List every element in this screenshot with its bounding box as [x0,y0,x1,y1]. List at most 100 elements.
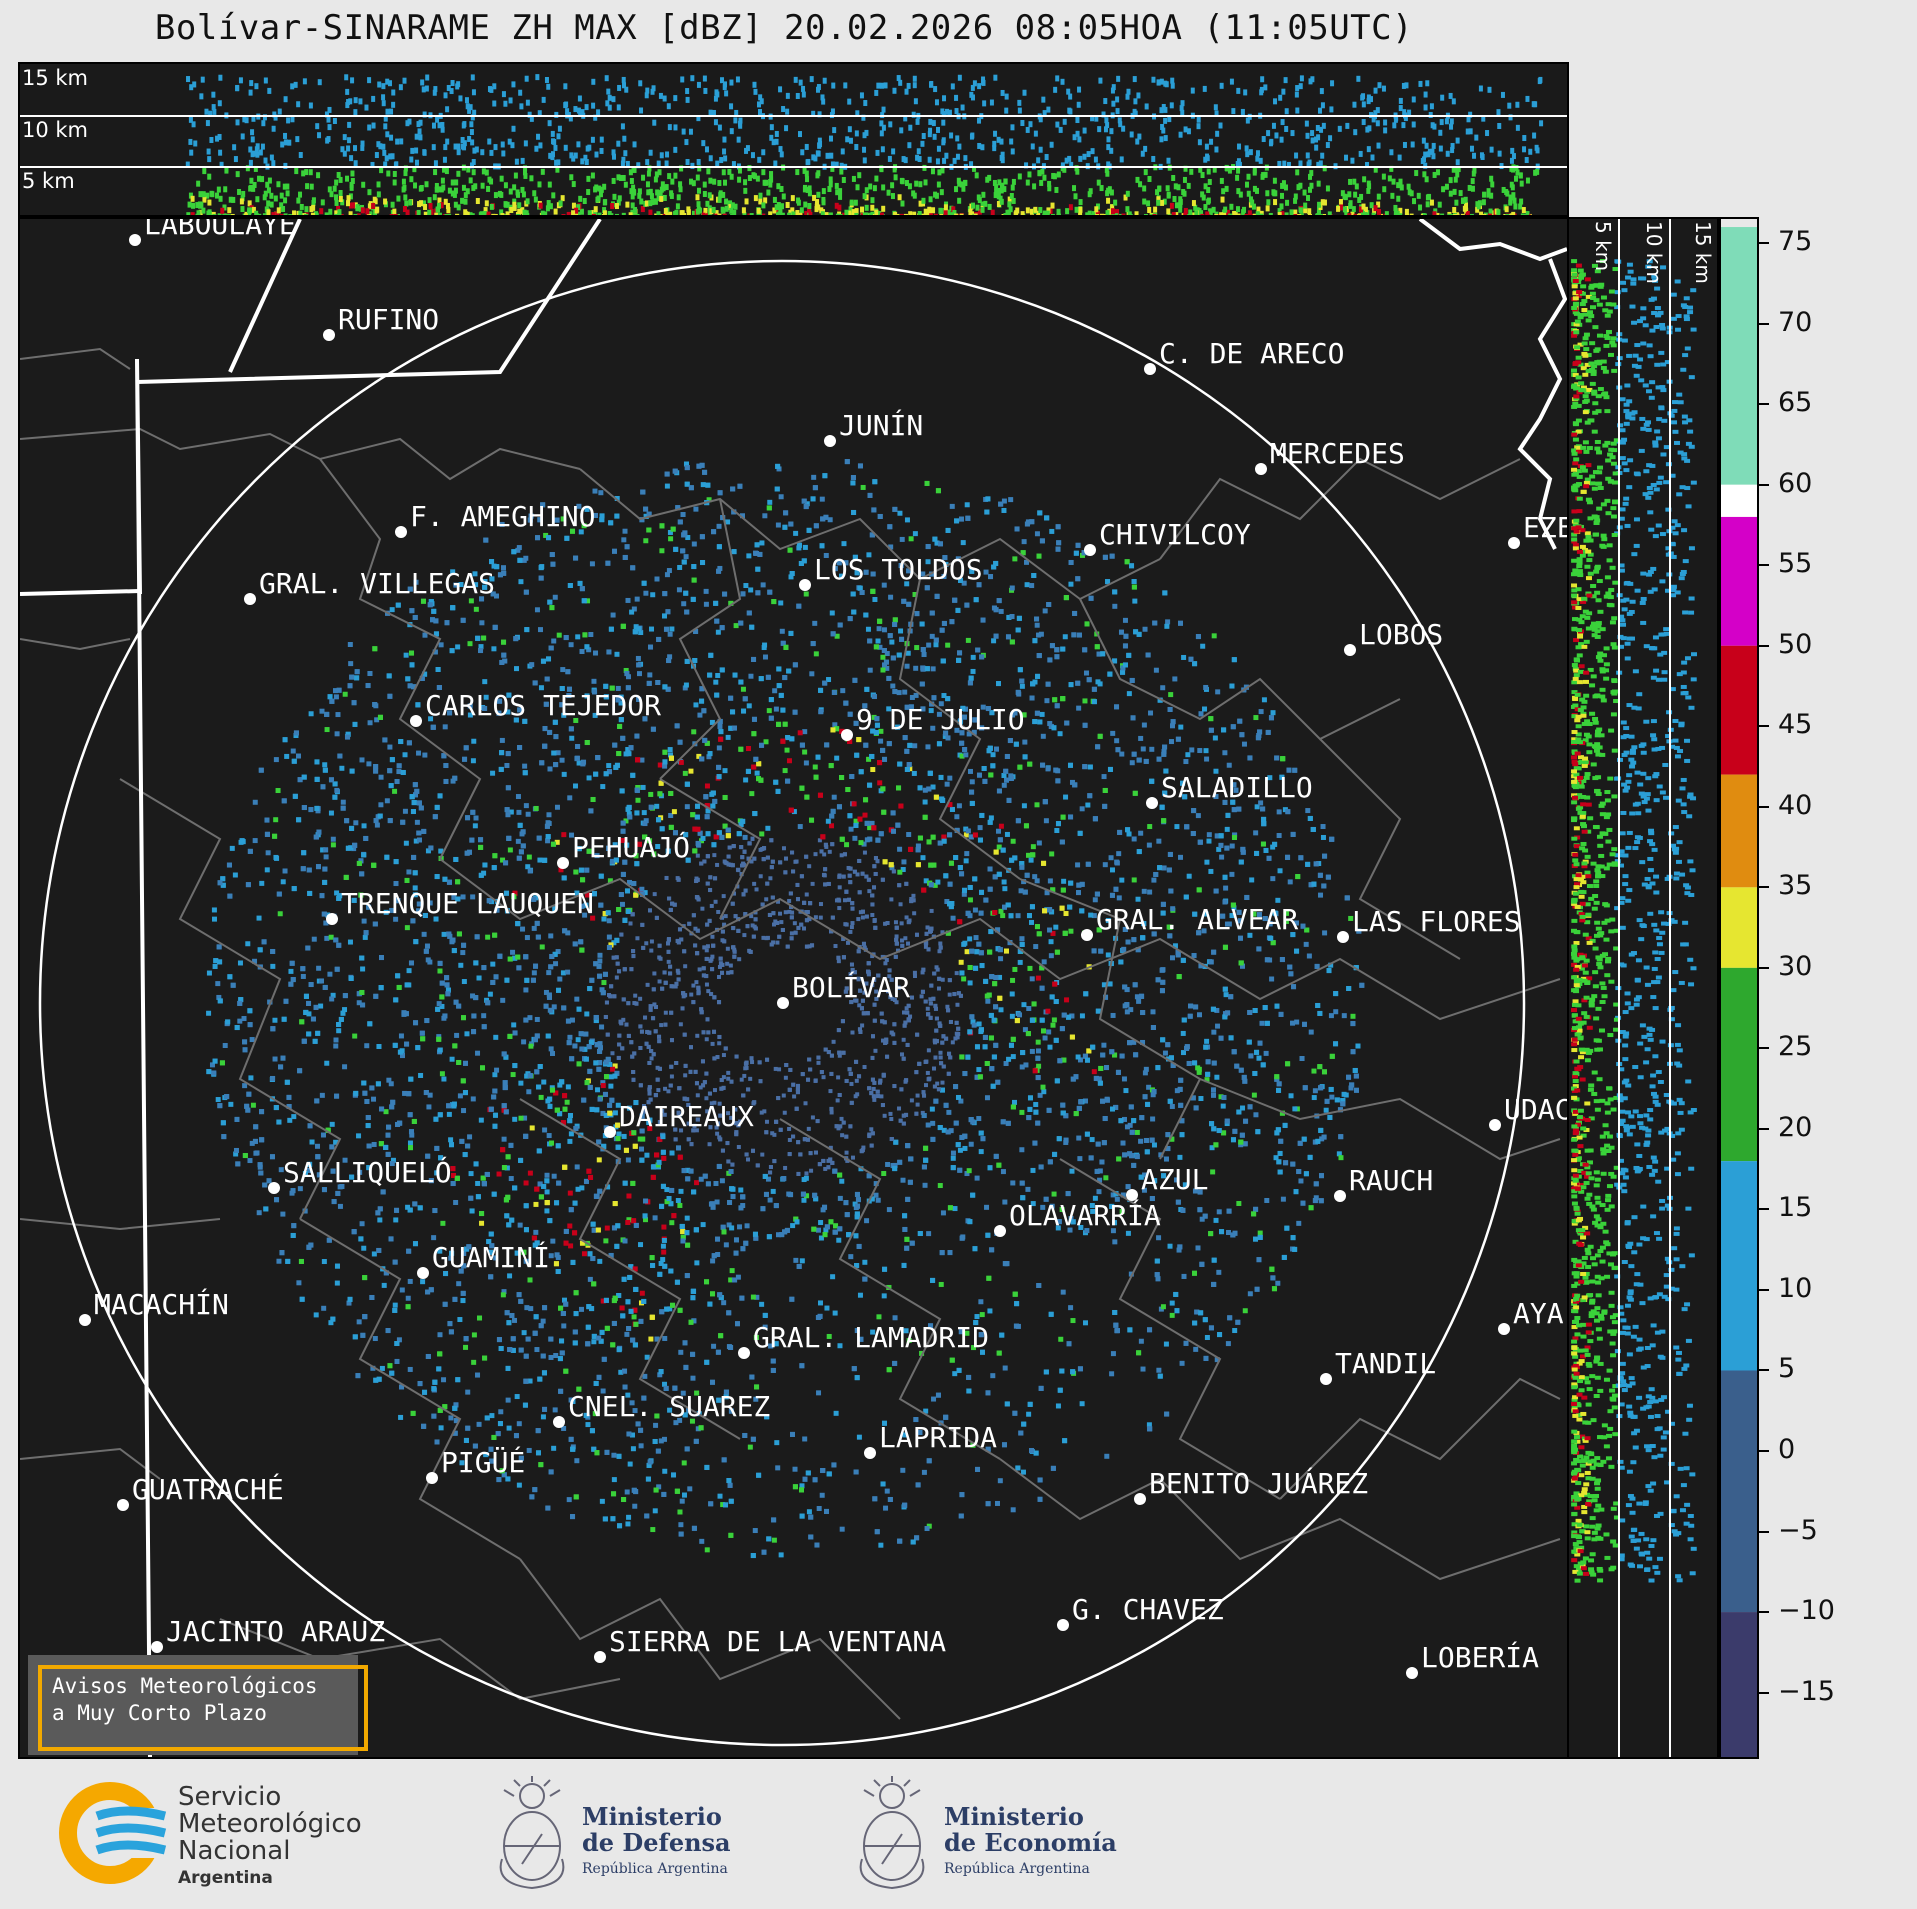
echo-cell [870,983,875,988]
echo-cell [639,757,645,763]
echo-cell [921,133,926,140]
echo-cell [1278,94,1283,101]
echo-cell [457,1317,463,1323]
echo-cell [878,738,884,744]
echo-cell [551,1173,557,1179]
echo-cell [1182,1182,1188,1188]
echo-cell [657,979,662,984]
echo-cell [896,75,901,82]
echo-cell [967,936,973,942]
echo-cell [1046,207,1051,214]
echo-cell [1110,1192,1116,1198]
echo-cell [1479,211,1484,215]
echo-cell [758,94,763,101]
echo-cell [1017,959,1023,965]
echo-cell [492,1072,498,1078]
echo-cell [1062,118,1067,125]
echo-cell [1226,762,1232,768]
echo-cell [799,1258,805,1264]
echo-cell [1450,147,1455,154]
echo-cell [195,213,200,215]
echo-cell [981,78,986,85]
echo-cell [556,159,561,166]
echo-cell [955,153,960,160]
echo-cell [710,1041,715,1046]
echo-cell [1189,747,1195,753]
echo-cell [1202,85,1207,92]
echo-cell [972,165,977,172]
echo-cell [1177,1154,1183,1160]
echo-cell [730,945,735,950]
echo-cell [461,164,466,171]
echo-cell [913,665,919,671]
radar-map[interactable]: LABOULAYE RUFINO C. DE ARECO JUNÍN MERCEDES F… [18,217,1569,1759]
echo-cell [866,756,872,762]
echo-cell [694,1128,699,1133]
echo-cell [1252,213,1257,215]
echo-cell [611,1477,617,1483]
echo-cell [947,992,952,997]
echo-cell [1309,182,1314,189]
echo-cell [748,673,754,679]
echo-cell [983,200,988,207]
echo-cell [524,210,529,215]
echo-cell [547,181,552,188]
echo-cell [436,202,441,209]
echo-cell [839,1116,844,1121]
echo-cell [300,973,306,979]
echo-cell [1377,82,1382,89]
echo-cell [308,169,313,176]
echo-cell [612,842,618,848]
echo-cell [713,899,718,904]
echo-cell [1451,166,1456,173]
echo-cell [806,206,811,213]
echo-cell [248,146,253,153]
echo-cell [534,1347,540,1353]
echo-cell [551,1445,557,1451]
echo-cell [1009,138,1014,145]
echo-cell [353,109,358,116]
echo-cell [901,156,906,163]
echo-cell [383,115,388,122]
echo-cell [1134,1129,1140,1135]
echo-cell [518,1115,524,1121]
echo-cell [1522,135,1527,142]
echo-cell [1027,171,1032,178]
echo-cell [1475,201,1480,208]
echo-cell [894,1000,899,1005]
echo-cell [1070,1318,1076,1324]
echo-cell [1138,181,1143,188]
echo-cell [248,89,253,96]
echo-cell [1381,173,1386,180]
echo-cell [637,192,642,199]
echo-cell [1029,976,1035,982]
echo-cell [733,1107,738,1112]
echo-cell [826,677,832,683]
echo-cell [1509,157,1514,164]
echo-cell [1111,100,1116,107]
echo-cell [1121,125,1126,132]
echo-cell [652,1002,657,1007]
echo-cell [1041,96,1046,103]
echo-cell [1485,130,1490,137]
echo-cell [1009,585,1015,591]
echo-cell [656,1088,661,1093]
echo-cell [420,1279,426,1285]
echo-cell [961,891,967,897]
echo-cell [938,701,944,707]
echo-cell [263,77,268,84]
echo-cell [1109,147,1114,154]
echo-cell [496,1171,502,1177]
echo-cell [356,1133,362,1139]
echo-cell [1277,212,1282,215]
echo-cell [543,532,549,538]
echo-cell [378,143,383,150]
echo-cell [1508,194,1513,201]
echo-cell [338,176,343,183]
echo-cell [923,1083,928,1088]
echo-cell [569,735,575,741]
echo-cell [383,198,388,205]
echo-cell [694,980,699,985]
echo-cell [742,933,747,938]
echo-cell [600,784,606,790]
